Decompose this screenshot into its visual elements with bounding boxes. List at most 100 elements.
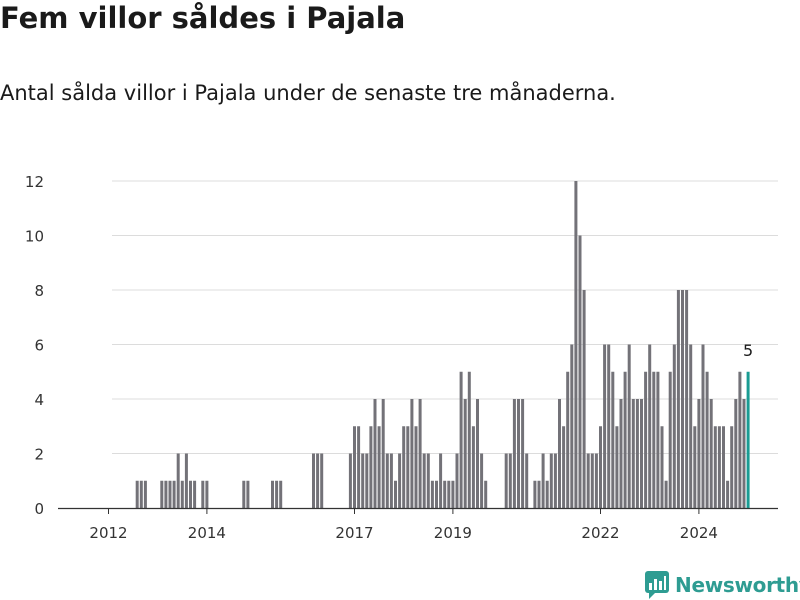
bar — [361, 453, 365, 508]
bar — [398, 453, 402, 508]
x-tick-label: 2024 — [680, 524, 718, 542]
x-tick-label: 2022 — [581, 524, 619, 542]
bar — [426, 453, 430, 508]
x-tick-label: 2019 — [434, 524, 472, 542]
bar — [570, 344, 574, 508]
bar — [664, 480, 668, 508]
axes: 0 2 4 6 8 10 12 5 2012 2014 2017 2019 2022 2024 — [25, 173, 778, 542]
bar — [143, 480, 147, 508]
bar — [480, 453, 484, 508]
bar — [402, 426, 406, 508]
bar — [467, 371, 471, 508]
bar — [717, 426, 721, 508]
bar — [705, 371, 709, 508]
bar — [582, 290, 586, 508]
bar — [435, 480, 438, 508]
bar — [668, 371, 672, 508]
bar — [533, 480, 537, 508]
bar — [599, 426, 602, 508]
bar — [320, 453, 324, 508]
chart-title: Fem villor såldes i Pajala — [0, 1, 406, 35]
bar — [619, 399, 623, 508]
bar — [693, 426, 697, 508]
bar — [389, 453, 393, 508]
bar — [365, 453, 369, 508]
bar — [549, 453, 553, 508]
bar — [652, 371, 656, 508]
bar-value-label: 5 — [743, 341, 753, 360]
bar — [135, 480, 139, 508]
bar — [377, 426, 381, 508]
grid-lines — [112, 180, 778, 454]
bar — [672, 344, 676, 508]
bar — [353, 426, 356, 508]
bar — [451, 480, 455, 508]
bar — [738, 371, 742, 508]
bar — [578, 235, 582, 508]
bar — [623, 371, 627, 508]
bar — [180, 480, 184, 508]
y-tick-label: 10 — [25, 228, 44, 246]
brand-name: Newsworthy — [675, 573, 800, 597]
bar — [558, 399, 561, 508]
newsworthy-logo-icon — [645, 571, 669, 599]
x-tick-label: 2014 — [188, 524, 226, 542]
bar — [512, 399, 516, 508]
bar — [697, 399, 701, 508]
bar — [443, 480, 447, 508]
bar — [139, 480, 143, 508]
bar — [369, 426, 373, 508]
y-tick-label: 6 — [34, 337, 44, 355]
bar — [553, 453, 557, 508]
bar — [726, 480, 730, 508]
bar-highlight — [746, 371, 750, 508]
bar — [373, 399, 377, 508]
bar — [164, 480, 168, 508]
bar — [184, 453, 188, 508]
bar — [172, 480, 176, 508]
bar — [525, 453, 529, 508]
y-tick-label: 4 — [34, 391, 44, 409]
bar — [439, 453, 443, 508]
x-tick-label: 2017 — [335, 524, 373, 542]
bar — [193, 480, 197, 508]
y-tick-label: 12 — [25, 173, 44, 191]
bar — [201, 480, 205, 508]
bar — [648, 344, 652, 508]
bar — [635, 399, 639, 508]
bar — [713, 426, 717, 508]
bar — [459, 371, 463, 508]
bar — [455, 453, 459, 508]
bar — [463, 399, 467, 508]
bar — [430, 480, 434, 508]
bar — [590, 453, 594, 508]
bar — [189, 480, 192, 508]
bar — [586, 453, 590, 508]
bar — [476, 399, 479, 508]
bar — [471, 426, 475, 508]
bar — [406, 426, 410, 508]
bar — [676, 290, 680, 508]
bar — [246, 480, 250, 508]
bar — [562, 426, 566, 508]
bar — [734, 399, 738, 508]
bar — [279, 480, 283, 508]
bar — [603, 344, 607, 508]
chart-subtitle: Antal sålda villor i Pajala under de sen… — [0, 81, 616, 105]
bar — [709, 399, 713, 508]
bar — [205, 480, 209, 508]
bar — [701, 344, 705, 508]
bar — [574, 181, 578, 508]
bars — [135, 181, 750, 508]
bar — [566, 371, 570, 508]
brand-logo: Newsworthy — [645, 570, 800, 600]
bar — [541, 453, 545, 508]
bar — [316, 453, 320, 508]
bar — [644, 371, 648, 508]
bar — [742, 399, 746, 508]
bar — [631, 399, 635, 508]
bar — [275, 480, 279, 508]
bar — [660, 426, 664, 508]
bar — [517, 399, 520, 508]
bar — [410, 399, 414, 508]
